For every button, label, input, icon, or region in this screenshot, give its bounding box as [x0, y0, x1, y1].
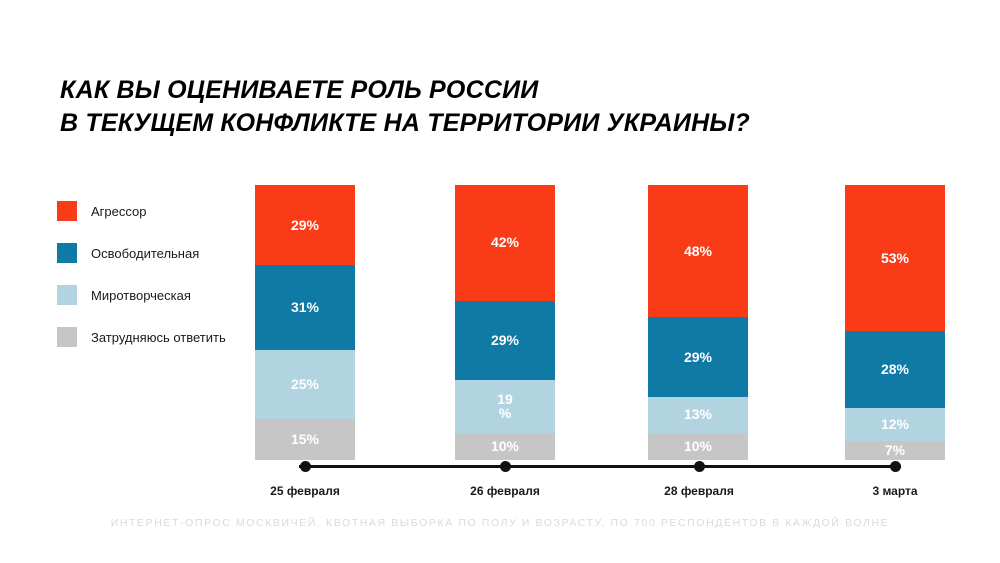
bar-segment: 25% — [255, 350, 355, 419]
timeline-dot — [889, 461, 901, 472]
bar-segment: 10% — [455, 432, 555, 460]
title-line-2: В ТЕКУЩЕМ КОНФЛИКТЕ НА ТЕРРИТОРИИ УКРАИН… — [60, 109, 751, 137]
footnote: ИНТЕРНЕТ-ОПРОС МОСКВИЧЕЙ, КВОТНАЯ ВЫБОРК… — [110, 517, 890, 529]
segment-value-label: 31% — [290, 299, 320, 316]
date-label: 28 февраля — [664, 484, 734, 498]
timeline-dot — [693, 461, 705, 472]
timeline-dot — [499, 461, 511, 472]
title-line-1: КАК ВЫ ОЦЕНИВАЕТЕ РОЛЬ РОССИИ — [60, 76, 539, 104]
stacked-bar: 42% 29% 19 % 10% — [455, 185, 555, 460]
bar-segment: 15% — [255, 418, 355, 460]
segment-value-label: 13% — [683, 406, 713, 423]
segment-value-label: 10% — [683, 437, 713, 454]
legend-swatch — [57, 285, 77, 305]
segment-value-label: 28% — [880, 360, 910, 377]
bar-segment: 48% — [648, 185, 748, 317]
page-title: КАК ВЫ ОЦЕНИВАЕТЕ РОЛЬ РОССИИ В ТЕКУЩЕМ … — [60, 74, 750, 140]
segment-value-label: 7% — [884, 442, 906, 459]
timeline-axis-line — [299, 465, 901, 468]
date-label: 26 февраля — [470, 484, 540, 498]
legend-swatch — [57, 243, 77, 263]
segment-value-label: 29% — [490, 332, 520, 349]
segment-value-label: 10% — [490, 437, 520, 454]
bar-segment: 53% — [845, 185, 945, 331]
date-label: 25 февраля — [270, 484, 340, 498]
legend-item: Агрессор — [57, 201, 226, 221]
segment-value-label: 15% — [290, 431, 320, 448]
bar-segment: 28% — [845, 330, 945, 408]
bar-segment: 42% — [455, 185, 555, 301]
legend-swatch — [57, 201, 77, 221]
bar-segment: 29% — [455, 300, 555, 381]
segment-value-label: 19 % — [497, 390, 513, 422]
legend-item: Миротворческая — [57, 285, 226, 305]
bar-segment: 13% — [648, 396, 748, 433]
chart: 29% 31% 25% 15% 42% 29% 19 % 10% 48% 29% 13% 10% 53%… — [0, 185, 1000, 460]
legend-label: Агрессор — [91, 203, 147, 219]
timeline-dots — [0, 461, 1000, 472]
bar-segment: 29% — [648, 317, 748, 397]
segment-value-label: 29% — [683, 348, 713, 365]
legend-label: Затрудняюсь ответить — [91, 329, 226, 345]
bar-segment: 19 % — [455, 380, 555, 433]
bar-segment: 7% — [845, 440, 945, 460]
legend: Агрессор Освободительная Миротворческая Зат… — [57, 201, 226, 369]
timeline-dot — [299, 461, 311, 472]
legend-item: Освободительная — [57, 243, 226, 263]
date-labels: 25 февраля 26 февраля 28 февраля 3 марта — [0, 484, 1000, 500]
legend-label: Освободительная — [91, 245, 200, 261]
bar-segment: 12% — [845, 407, 945, 441]
date-label: 3 марта — [872, 484, 918, 498]
legend-swatch — [57, 327, 77, 347]
segment-value-label: 25% — [290, 376, 320, 393]
segment-value-label: 48% — [683, 242, 713, 259]
legend-item: Затрудняюсь ответить — [57, 327, 226, 347]
segment-value-label: 12% — [880, 415, 910, 432]
segment-value-label: 29% — [290, 216, 320, 233]
stacked-bar: 48% 29% 13% 10% — [648, 185, 748, 460]
bar-segment: 29% — [255, 185, 355, 265]
segment-value-label: 42% — [490, 234, 520, 251]
segment-value-label: 53% — [880, 249, 910, 266]
stacked-bar: 29% 31% 25% 15% — [255, 185, 355, 460]
stacked-bar: 53% 28% 12% 7% — [845, 185, 945, 460]
bar-segment: 10% — [648, 432, 748, 460]
bar-segment: 31% — [255, 264, 355, 350]
legend-label: Миротворческая — [91, 287, 191, 303]
